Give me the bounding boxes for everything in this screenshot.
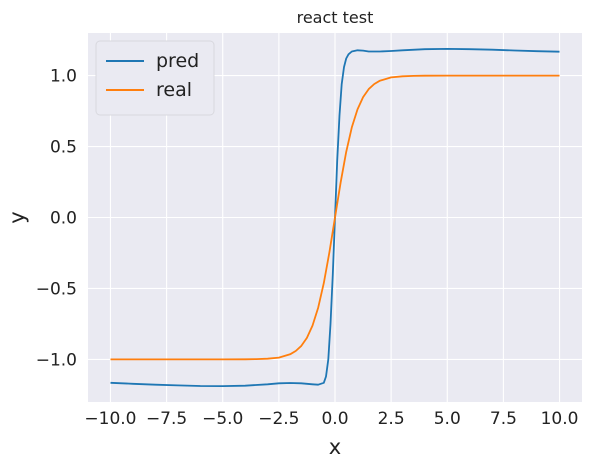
x-tick-label: 2.5 [378,409,405,429]
y-tick-label: 0.5 [50,138,77,158]
legend-box [95,40,215,116]
y-tick-labels: −1.0 −0.5 0.0 0.5 1.0 [36,67,77,371]
x-tick-labels: −10.0 −7.5 −5.0 −2.5 0.0 2.5 5.0 7.5 10.0 [84,409,578,429]
grid [88,33,582,402]
x-tick-label: 0.0 [321,409,348,429]
x-tick-label: −5.0 [202,409,243,429]
legend-label: pred [156,50,199,72]
x-tick-label: 7.5 [490,409,517,429]
y-tick-label: 0.0 [50,209,77,229]
series-lines [110,48,560,387]
y-tick-label: −1.0 [36,350,77,370]
chart-title: react test [297,8,374,27]
y-axis-label: y [5,211,29,223]
x-tick-label: −2.5 [258,409,299,429]
y-tick-label: −0.5 [36,279,77,299]
series-line-pred [110,48,560,387]
x-tick-label: −7.5 [146,409,187,429]
x-tick-label: 5.0 [434,409,461,429]
x-tick-label: −10.0 [84,409,136,429]
series-line-real [110,74,560,361]
x-tick-label: 10.0 [541,409,579,429]
legend: pred real [95,40,215,116]
x-axis-label: x [329,435,341,459]
legend-label: real [156,79,192,101]
y-tick-label: 1.0 [50,67,77,87]
